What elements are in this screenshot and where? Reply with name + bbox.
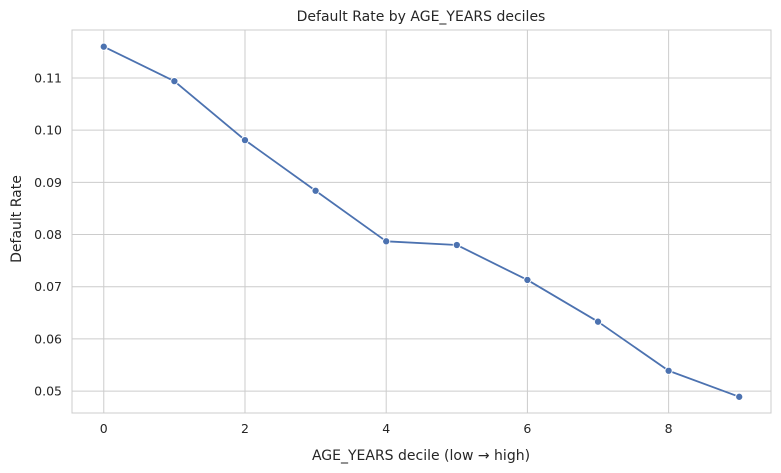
data-point: [382, 237, 391, 246]
series-line: [102, 45, 741, 398]
data-point: [593, 317, 603, 326]
data-point: [240, 136, 250, 145]
x-tick-label: 4: [382, 421, 390, 436]
ticks: 0 2 4 6 8 0.05 0.06 0.07 0.08 0.09 0.10 0.11: [34, 71, 672, 436]
data-series: [99, 42, 744, 401]
y-axis-label: Default Rate: [9, 175, 25, 263]
y-tick-label: 0.09: [34, 175, 62, 190]
y-tick-label: 0.07: [34, 279, 62, 294]
data-point: [664, 366, 673, 375]
y-tick-label: 0.05: [34, 384, 62, 399]
grid: [72, 30, 771, 413]
data-point: [311, 186, 320, 195]
chart-title: Default Rate by AGE_YEARS deciles: [297, 9, 546, 25]
data-point: [735, 392, 744, 401]
data-point: [523, 275, 532, 284]
data-point: [170, 77, 179, 86]
data-point: [452, 240, 461, 250]
y-tick-label: 0.08: [34, 227, 62, 242]
x-tick-label: 2: [241, 421, 249, 436]
y-tick-label: 0.11: [34, 71, 62, 86]
x-tick-label: 0: [100, 421, 108, 436]
data-point: [99, 42, 108, 51]
plot-area: [71, 29, 772, 414]
x-tick-label: 8: [665, 421, 673, 436]
y-tick-label: 0.10: [34, 123, 62, 138]
y-tick-label: 0.06: [34, 331, 62, 346]
x-tick-label: 6: [523, 421, 531, 436]
x-axis-label: AGE_YEARS decile (low → high): [312, 448, 530, 464]
